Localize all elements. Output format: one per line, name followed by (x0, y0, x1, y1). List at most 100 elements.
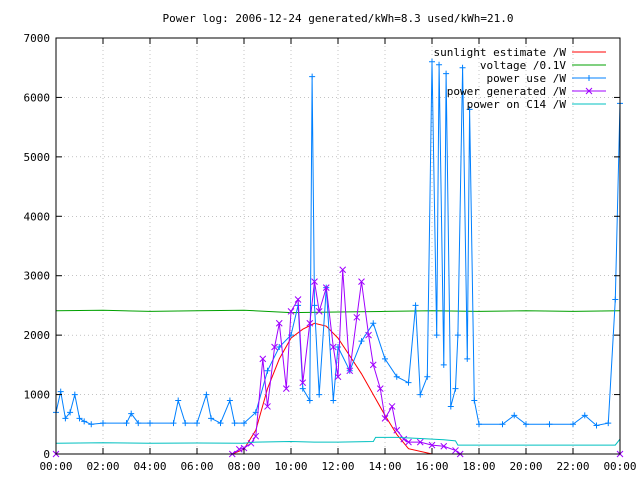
x-tick-label: 08:00 (227, 460, 260, 473)
x-tick-label: 14:00 (368, 460, 401, 473)
data-point (57, 388, 64, 395)
data-point (443, 70, 450, 77)
data-point (511, 412, 518, 419)
x-tick-label: 06:00 (180, 460, 213, 473)
data-point (275, 319, 283, 327)
data-point (226, 397, 233, 404)
data-point (276, 344, 283, 351)
data-point (428, 441, 436, 449)
data-point (100, 420, 106, 427)
data-point (471, 397, 478, 404)
data-point (388, 403, 396, 410)
data-point (381, 414, 389, 422)
data-point (334, 373, 342, 381)
series-voltage-0-1v (55, 309, 621, 314)
data-point (416, 438, 424, 446)
data-point (405, 379, 412, 386)
data-point (259, 355, 267, 363)
data-point (466, 106, 473, 113)
data-point (612, 296, 619, 303)
legend-item-power-use-w: power use /W (487, 72, 606, 85)
x-tick-label: 00:00 (603, 460, 636, 473)
legend-item-power-generated-w: power generated /W (447, 85, 606, 98)
data-point (241, 420, 247, 427)
chart-title: Power log: 2006-12-24 generated/kWh=8.3 … (163, 12, 514, 25)
y-tick-label: 6000 (24, 91, 51, 104)
data-point (264, 367, 271, 374)
data-point (71, 391, 78, 398)
data-point (454, 332, 461, 339)
data-point (247, 439, 255, 447)
legend-label: voltage /0.1V (480, 59, 566, 72)
data-point (452, 447, 459, 454)
data-point (370, 320, 377, 327)
data-point (393, 373, 400, 380)
legend-label: sunlight estimate /W (434, 46, 567, 59)
data-point (67, 409, 74, 416)
data-point (309, 73, 316, 80)
y-tick-label: 3000 (24, 270, 51, 283)
data-point (581, 412, 588, 419)
data-point (208, 415, 215, 422)
data-point (369, 361, 377, 369)
data-point (464, 355, 471, 362)
x-tick-label: 12:00 (321, 460, 354, 473)
data-point (322, 284, 330, 291)
data-point (299, 379, 307, 387)
data-point (499, 421, 506, 428)
grid (56, 38, 620, 454)
data-point (353, 313, 361, 321)
data-point (76, 415, 83, 422)
data-point (412, 302, 419, 309)
data-point (271, 343, 278, 351)
data-point (424, 373, 431, 380)
data-point (203, 391, 210, 398)
data-point (288, 332, 294, 339)
data-point (339, 266, 347, 274)
data-point (358, 278, 365, 286)
data-point (147, 420, 153, 427)
x-tick-label: 04:00 (133, 460, 166, 473)
data-point (287, 308, 295, 315)
plot-frame (55, 37, 621, 455)
data-point (346, 367, 354, 375)
data-point (459, 64, 466, 71)
data-point (358, 338, 365, 345)
y-tick-label: 1000 (24, 389, 51, 402)
data-point (405, 438, 412, 446)
data-point (306, 397, 313, 404)
data-point (417, 391, 424, 398)
data-point (81, 418, 88, 425)
legend-item-power-on-c14-w: power on C14 /W (467, 98, 606, 111)
series-power-use-w (53, 58, 623, 429)
data-point (330, 397, 337, 404)
data-point (433, 332, 440, 339)
data-point (393, 426, 401, 434)
data-point (476, 421, 482, 428)
series-power-generated-w (52, 266, 624, 458)
series-line (55, 309, 621, 314)
legend-label: power generated /W (447, 85, 567, 98)
legend-item-sunlight-estimate-w: sunlight estimate /W (434, 46, 606, 59)
data-point (315, 308, 323, 315)
y-tick-label: 7000 (24, 32, 51, 45)
y-tick-label: 2000 (24, 329, 51, 342)
data-point (231, 420, 238, 427)
x-tick-label: 20:00 (509, 460, 542, 473)
data-point (282, 385, 290, 392)
data-point (447, 403, 454, 410)
data-point (182, 420, 189, 427)
x-tick-label: 02:00 (86, 460, 119, 473)
data-point (452, 385, 459, 392)
legend-label: power use /W (487, 72, 567, 85)
data-point (429, 58, 435, 65)
legend-item-voltage-0-1v: voltage /0.1V (480, 59, 606, 72)
series-sunlight-estimate-w (56, 322, 620, 455)
x-tick-label: 00:00 (39, 460, 72, 473)
data-point (217, 420, 224, 427)
data-point (546, 421, 553, 428)
x-tick-label: 18:00 (462, 460, 495, 473)
data-point (299, 385, 306, 392)
